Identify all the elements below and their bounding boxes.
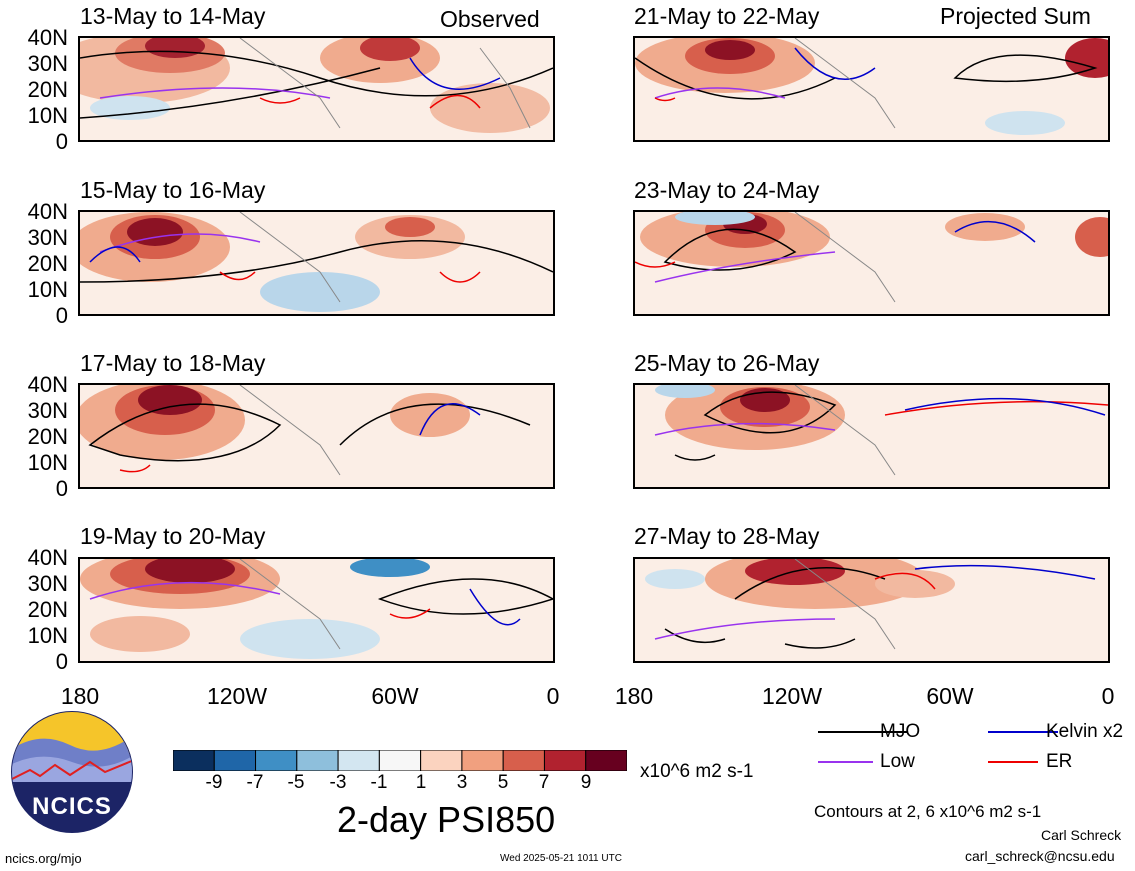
colorbar-swatch (213, 749, 257, 772)
lon-label-180: 180 (614, 683, 654, 709)
lon-label-120w: 120W (761, 683, 823, 709)
map-panel-7-field (635, 385, 1108, 487)
lat-label-0: 0 (55, 303, 68, 328)
colorbar-swatch (172, 749, 215, 772)
map-panel-6 (633, 210, 1110, 316)
lat-label-10n: 10N (27, 277, 68, 302)
map-panel-7 (633, 383, 1110, 489)
lat-label-10n: 10N (27, 623, 68, 648)
colorbar-units: x10^6 m2 s-1 (640, 761, 754, 782)
map-panel-2-field (80, 212, 553, 314)
colorbar-swatch (378, 749, 422, 772)
logo-text: NCICS (32, 793, 112, 820)
ncics-logo: NCICS (10, 710, 134, 834)
panel-title-6: 23-May to 24-May (634, 177, 820, 203)
panel-title-2: 15-May to 16-May (80, 177, 266, 203)
legend-label-kelvin: Kelvin x2 (1046, 721, 1124, 742)
lat-label-0: 0 (55, 129, 68, 154)
figure-title: 2-day PSI850 (337, 799, 556, 840)
colorbar-swatch (337, 749, 380, 772)
lon-label-60w: 60W (371, 683, 419, 709)
lat-label-40n: 40N (27, 199, 68, 224)
lat-label-30n: 30N (27, 571, 68, 596)
legend-swatch-low (818, 761, 873, 763)
map-panel-1 (78, 36, 555, 142)
colorbar-tick: -7 (246, 772, 264, 793)
colorbar-swatch (585, 749, 628, 772)
map-panel-5 (633, 36, 1110, 142)
source-url[interactable]: ncics.org/mjo (5, 851, 82, 866)
projected-header: Projected Sum (940, 3, 1091, 29)
colorbar-tick: 9 (580, 772, 592, 793)
colorbar-swatches (172, 749, 628, 772)
map-panel-3 (78, 383, 555, 489)
colorbar-swatch (543, 749, 587, 772)
lat-label-20n: 20N (27, 77, 68, 102)
author-email[interactable]: carl_schreck@ncsu.edu (965, 848, 1115, 864)
generated-timestamp: Wed 2025-05-21 1011 UTC (500, 853, 622, 864)
colorbar-swatch (502, 749, 545, 772)
panel-title-4: 19-May to 20-May (80, 523, 266, 549)
author-name: Carl Schreck (1041, 827, 1122, 843)
colorbar-tick: -9 (205, 772, 223, 793)
lon-label-180: 180 (60, 683, 100, 709)
map-panel-4 (78, 557, 555, 663)
lon-label-120w: 120W (206, 683, 268, 709)
colorbar-swatch (420, 749, 463, 772)
lat-label-20n: 20N (27, 251, 68, 276)
lat-label-10n: 10N (27, 450, 68, 475)
legend-swatch-kelvin (988, 731, 1058, 733)
contour-note: Contours at 2, 6 x10^6 m2 s-1 (814, 802, 1042, 821)
panel-title-3: 17-May to 18-May (80, 350, 266, 376)
map-panel-4-field (80, 559, 553, 661)
map-panel-1-field (80, 38, 553, 140)
legend-swatch-mjo (818, 731, 908, 733)
colorbar-tick: 3 (456, 772, 468, 793)
lat-label-40n: 40N (27, 25, 68, 50)
map-panel-2 (78, 210, 555, 316)
colorbar-tick: 1 (415, 772, 427, 793)
colorbar-tick: -5 (287, 772, 305, 793)
lat-label-20n: 20N (27, 597, 68, 622)
lat-label-20n: 20N (27, 424, 68, 449)
map-panel-6-field (635, 212, 1108, 314)
panel-title-8: 27-May to 28-May (634, 523, 820, 549)
observed-header: Observed (440, 6, 540, 32)
lat-label-40n: 40N (27, 545, 68, 570)
legend-label-low: Low (880, 751, 915, 772)
colorbar-swatch (296, 749, 339, 772)
colorbar-swatch (461, 749, 504, 772)
map-panel-3-field (80, 385, 553, 487)
map-panel-8 (633, 557, 1110, 663)
colorbar-swatch (255, 749, 298, 772)
lon-label-0: 0 (1101, 683, 1115, 709)
colorbar (172, 749, 628, 776)
panel-title-5: 21-May to 22-May (634, 3, 820, 29)
colorbar-tick: 7 (538, 772, 550, 793)
colorbar-tick: -3 (329, 772, 347, 793)
lat-label-40n: 40N (27, 372, 68, 397)
legend-swatch-er (988, 761, 1038, 763)
lat-label-0: 0 (55, 476, 68, 501)
lon-label-0: 0 (546, 683, 560, 709)
panel-title-7: 25-May to 26-May (634, 350, 820, 376)
colorbar-tick: 5 (497, 772, 509, 793)
lat-label-30n: 30N (27, 225, 68, 250)
colorbar-tick: -1 (370, 772, 388, 793)
legend-label-er: ER (1046, 751, 1073, 772)
panel-title-1: 13-May to 14-May (80, 3, 266, 29)
lat-label-10n: 10N (27, 103, 68, 128)
map-panel-5-field (635, 38, 1108, 140)
lon-label-60w: 60W (926, 683, 974, 709)
legend-label-mjo: MJO (880, 721, 921, 742)
lat-label-0: 0 (55, 649, 68, 674)
map-panel-8-field (635, 559, 1108, 661)
lat-label-30n: 30N (27, 398, 68, 423)
lat-label-30n: 30N (27, 51, 68, 76)
colorbar-ticks: -9 -7 -5 -3 -1 1 3 5 7 9 (173, 773, 627, 795)
